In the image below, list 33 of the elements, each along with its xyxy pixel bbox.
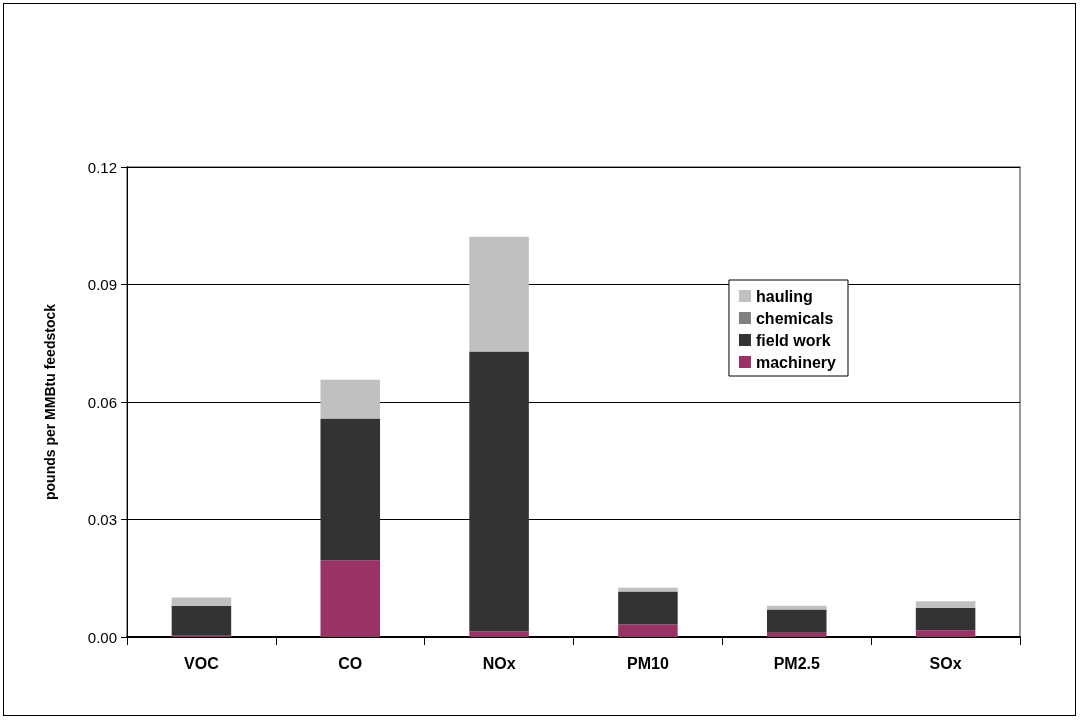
x-tick-label: PM10 <box>627 654 669 672</box>
x-tick-label: CO <box>338 654 363 672</box>
x-tick-label: NOx <box>482 654 516 672</box>
bar <box>766 632 827 637</box>
bar <box>320 560 381 637</box>
bar <box>171 605 232 636</box>
x-tick-label: PM2.5 <box>773 654 820 672</box>
bar <box>915 630 976 637</box>
y-tick-label: 0.12 <box>87 158 117 176</box>
legend-label: chemicals <box>755 309 834 327</box>
bar <box>469 351 529 632</box>
y-tick-label: 0.09 <box>87 276 117 293</box>
legend-label: field work <box>755 331 831 349</box>
bar <box>320 418 381 561</box>
bar <box>618 587 678 592</box>
bar <box>320 379 381 419</box>
y-tick-label: 0.03 <box>87 511 117 528</box>
legend-label: hauling <box>755 287 813 305</box>
x-tick-label: VOC <box>184 654 220 672</box>
y-tick-label: 0.00 <box>87 628 117 646</box>
bar <box>915 607 976 631</box>
bar <box>766 609 827 633</box>
bar <box>618 591 678 625</box>
bar <box>915 601 976 608</box>
bar <box>469 631 529 637</box>
bar <box>171 597 232 606</box>
legend-label: machinery <box>755 353 837 371</box>
bar <box>469 236 529 352</box>
x-tick-label: SOx <box>929 654 962 672</box>
y-tick-label: 0.06 <box>87 393 117 411</box>
bar <box>618 624 678 637</box>
y-axis-title: pounds per MMBtu feedstock <box>42 303 58 501</box>
bar <box>766 605 827 610</box>
